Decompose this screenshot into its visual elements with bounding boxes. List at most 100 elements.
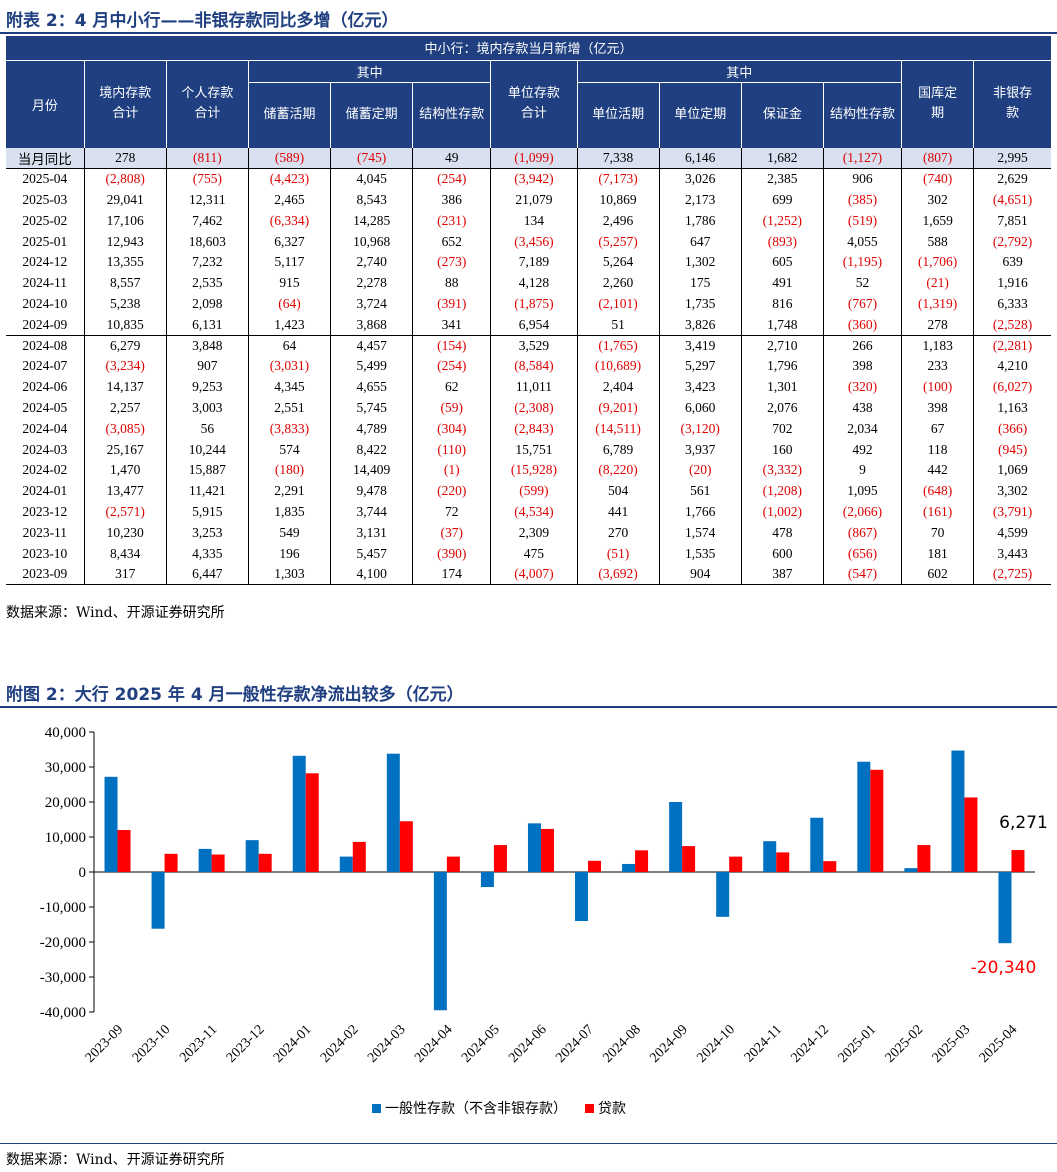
loan-bar: [682, 846, 696, 872]
table-cell: 3,003: [165, 397, 249, 419]
x-tick-label: 2024-11: [742, 1022, 785, 1065]
table-cell: (2,792): [973, 231, 1051, 252]
table-cell: 816: [740, 293, 824, 315]
table-cell: (64): [247, 293, 331, 315]
header-unit-total: 单位存款合计: [490, 59, 577, 148]
table-cell: 907: [165, 355, 249, 377]
table-cell: 51: [576, 314, 660, 336]
table-cell: 4,335: [165, 543, 249, 564]
table-cell: 2,291: [247, 480, 331, 502]
table-cell: 118: [901, 439, 974, 460]
y-tick-label: -30,000: [40, 970, 86, 986]
table-cell: 6,060: [658, 397, 742, 419]
table-cell: 8,557: [83, 272, 167, 294]
table-cell: 9,253: [165, 376, 249, 398]
table-cell: 4,345: [247, 376, 331, 398]
table-cell: 3,423: [658, 376, 742, 398]
table-cell: 3,744: [330, 501, 413, 523]
table-cell: 1,470: [83, 459, 167, 481]
bar-chart: 40,000 30,000 20,000 10,000 0 -10,000 -20,000 -…: [40, 725, 1048, 1066]
table-cell: (6,027): [973, 376, 1051, 398]
table-cell: (8,220): [576, 459, 660, 481]
chart-title-rule: [0, 706, 1057, 708]
table-cell: 70: [901, 522, 974, 544]
table-row: 2024-02 1,470 15,887 (180) 14,409 (1) (15,928)…: [6, 459, 1051, 481]
table-cell: 652: [412, 231, 491, 252]
table-cell: 2,257: [83, 397, 167, 419]
table-cell: 4,599: [973, 522, 1051, 544]
table-cell: 1,835: [247, 501, 331, 523]
row-label-cell: 2023-09: [6, 563, 85, 586]
x-tick-label: 2024-05: [459, 1022, 503, 1066]
table-cell: 1,916: [973, 272, 1051, 294]
legend-label-loan: 贷款: [598, 1101, 626, 1117]
table-cell: 8,434: [83, 543, 167, 564]
table-cell: 2,535: [165, 272, 249, 294]
table-cell: 1,423: [247, 314, 331, 336]
table-cell: 4,128: [490, 272, 577, 294]
table-cell: (3,120): [658, 418, 742, 440]
table-row: 2023-10 8,434 4,335 196 5,457 (390) 475 (51) 1,5…: [6, 543, 1051, 564]
yoy-row: 当月同比 278 (811) (589) (745) 49 (1,099) 7,338 6,14…: [6, 148, 1051, 170]
table-cell: (385): [822, 189, 902, 211]
table-cell: 588: [901, 231, 974, 252]
table-cell: (589): [247, 148, 331, 170]
table-cell: 1,786: [658, 210, 742, 232]
table-cell: 8,422: [330, 439, 413, 460]
table-cell: 5,915: [165, 501, 249, 523]
table-cell: (2,808): [83, 168, 167, 190]
table-cell: 196: [247, 543, 331, 564]
table-cell: (1,002): [740, 501, 824, 523]
table-cell: (180): [247, 459, 331, 481]
x-tick-label: 2023-09: [83, 1022, 127, 1066]
table-cell: 904: [658, 563, 742, 586]
header-nonbank: 非银存款: [973, 59, 1051, 148]
header-margin: 保证金: [740, 81, 824, 148]
loan-bar: [211, 854, 225, 872]
table-cell: 699: [740, 189, 824, 211]
table-cell: (745): [330, 148, 413, 170]
table-cell: 10,869: [576, 189, 660, 211]
table-cell: 2,098: [165, 293, 249, 315]
table-cell: 2,465: [247, 189, 331, 211]
y-tick-label: 20,000: [45, 795, 86, 811]
table-cell: (161): [901, 501, 974, 523]
table-cell: 4,100: [330, 563, 413, 586]
table-cell: 10,835: [83, 314, 167, 336]
table-cell: 1,302: [658, 251, 742, 273]
table-cell: (6,334): [247, 210, 331, 232]
table-row: 2024-11 8,557 2,535 915 2,278 88 4,128 2,260 175…: [6, 272, 1051, 294]
loan-bar: [493, 845, 507, 872]
table-cell: 21,079: [490, 189, 577, 211]
table-cell: 2,309: [490, 522, 577, 544]
table-cell: 72: [412, 501, 491, 523]
table-cell: 438: [822, 397, 902, 419]
x-tick-label: 2024-12: [788, 1022, 832, 1066]
table-row: 2025-01 12,943 18,603 6,327 10,968 652 (3,456)…: [6, 231, 1051, 252]
table-cell: (867): [822, 522, 902, 544]
table-cell: (3,833): [247, 418, 331, 440]
table-cell: 492: [822, 439, 902, 460]
table-cell: 6,447: [165, 563, 249, 586]
legend-item-deposit: 一般性存款（不含非银存款）: [372, 1098, 567, 1118]
table-cell: 278: [83, 148, 167, 170]
x-tick-label: 2024-03: [365, 1022, 409, 1066]
table-row: 2024-12 13,355 7,232 5,117 2,740 (273) 7,189 5,…: [6, 251, 1051, 273]
table-cell: 302: [901, 189, 974, 211]
table-cell: (14,511): [576, 418, 660, 440]
x-tick-label: 2024-01: [271, 1022, 315, 1066]
table-row: 2024-07 (3,234) 907 (3,031) 5,499 (254) (8,584…: [6, 355, 1051, 377]
table-cell: (10,689): [576, 355, 660, 377]
table-cell: 2,551: [247, 397, 331, 419]
table-cell: (254): [412, 168, 491, 190]
table-row: 2024-03 25,167 10,244 574 8,422 (110) 15,751 6,…: [6, 439, 1051, 460]
table-cell: 3,302: [973, 480, 1051, 502]
annotation-deposit-value: -20,340: [971, 958, 1037, 978]
table-cell: 2,404: [576, 376, 660, 398]
table-cell: (3,031): [247, 355, 331, 377]
table-cell: 491: [740, 272, 824, 294]
table-cell: 13,355: [83, 251, 167, 273]
x-tick-label: 2024-06: [506, 1022, 550, 1066]
table-cell: (1): [412, 459, 491, 481]
table-cell: 67: [901, 418, 974, 440]
